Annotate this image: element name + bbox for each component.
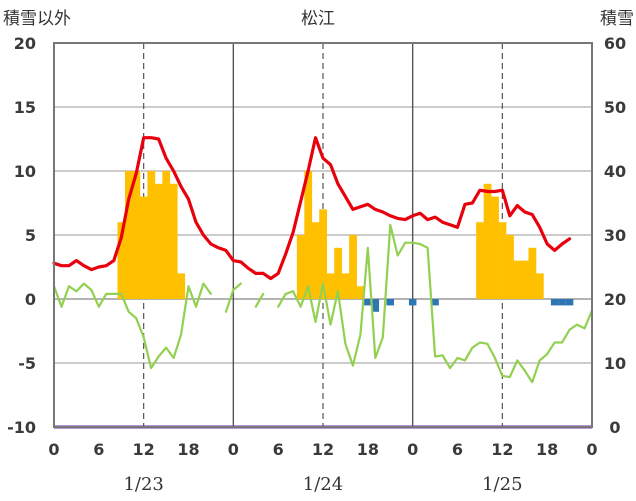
left-tick-label: -5	[18, 354, 36, 373]
precip-bar	[558, 299, 566, 306]
x-tick-label: 0	[228, 440, 239, 459]
snow-depth-bar	[311, 222, 320, 299]
snow-depth-bar	[483, 183, 492, 299]
x-tick-label: 18	[177, 440, 199, 459]
snow-depth-bar	[319, 209, 328, 299]
right-tick-label: 30	[604, 226, 626, 245]
precip-bar	[565, 299, 574, 306]
left-tick-label: 5	[25, 226, 36, 245]
snow-depth-bar	[326, 273, 335, 299]
snow-depth-bar	[177, 273, 186, 299]
x-tick-label: 12	[133, 440, 155, 459]
snow-depth-bar	[491, 196, 499, 299]
snow-depth-bar	[356, 286, 365, 299]
snow-depth-bar	[154, 183, 163, 299]
precip-bar	[364, 299, 372, 306]
precip-bar	[386, 299, 394, 306]
snow-depth-bar	[139, 196, 148, 299]
chart-title: 松江	[301, 9, 335, 29]
date-label: 1/24	[303, 474, 343, 495]
snow-depth-bar	[334, 247, 342, 299]
precip-bar	[431, 299, 439, 306]
snow-depth-bar	[349, 235, 357, 299]
x-tick-label: 12	[491, 440, 513, 459]
right-axis-label: 積雪	[600, 9, 634, 29]
right-tick-label: 0	[609, 418, 620, 437]
red-series-line	[52, 136, 572, 281]
x-axis-dates: 1/23 1/24 1/25	[123, 474, 522, 495]
snow-depth-bar	[169, 183, 178, 299]
snow-depth-bar	[117, 222, 126, 299]
left-tick-label: 15	[14, 98, 36, 117]
left-tick-label: -10	[7, 418, 36, 437]
snow-depth-bar	[521, 260, 529, 299]
snow-depth-bars	[117, 171, 544, 299]
date-label: 1/25	[482, 474, 522, 495]
left-tick-label: 20	[14, 34, 36, 53]
x-tick-label: 12	[312, 440, 334, 459]
right-axis-ticks: 60 50 40 30 20 10 0	[604, 34, 626, 437]
x-tick-label: 6	[93, 440, 104, 459]
snow-depth-bar	[147, 171, 156, 299]
plot-border	[53, 42, 593, 428]
right-tick-label: 60	[604, 34, 626, 53]
left-axis-ticks: 20 15 10 5 0 -5 -10	[7, 34, 36, 437]
snow-depth-bar	[296, 235, 305, 299]
green-series-line	[52, 223, 594, 384]
left-axis-label: 積雪以外	[3, 9, 71, 29]
x-tick-label: 18	[357, 440, 379, 459]
precip-bar	[550, 299, 559, 306]
x-axis-ticks: 0 6 12 18 0 6 12 18 0 6 12 18 0	[48, 440, 597, 459]
left-tick-label: 10	[14, 162, 36, 181]
precip-bar	[408, 299, 417, 306]
snow-depth-bar	[476, 222, 484, 299]
x-tick-label: 0	[407, 440, 418, 459]
snow-depth-bar	[304, 171, 313, 299]
precip-bar	[371, 299, 380, 312]
date-label: 1/23	[123, 474, 163, 495]
snow-depth-bar	[506, 235, 514, 299]
right-tick-label: 40	[604, 162, 626, 181]
x-tick-label: 6	[452, 440, 463, 459]
snow-depth-bar	[528, 247, 537, 299]
snow-depth-bar	[162, 171, 171, 299]
precipitation-bars	[364, 299, 574, 312]
x-tick-label: 0	[586, 440, 597, 459]
right-tick-label: 20	[604, 290, 626, 309]
snow-depth-bar	[124, 171, 133, 299]
right-tick-label: 50	[604, 98, 626, 117]
x-tick-label: 0	[48, 440, 59, 459]
snow-depth-bar	[535, 273, 544, 299]
snow-depth-bar	[513, 260, 522, 299]
snow-depth-bar	[341, 273, 350, 299]
x-tick-label: 6	[273, 440, 284, 459]
x-tick-label: 18	[536, 440, 558, 459]
plot-frame	[53, 42, 593, 428]
snow-depth-bar	[498, 222, 507, 299]
right-tick-label: 10	[604, 354, 626, 373]
left-tick-label: 0	[25, 290, 36, 309]
snow-depth-bar	[132, 171, 141, 299]
